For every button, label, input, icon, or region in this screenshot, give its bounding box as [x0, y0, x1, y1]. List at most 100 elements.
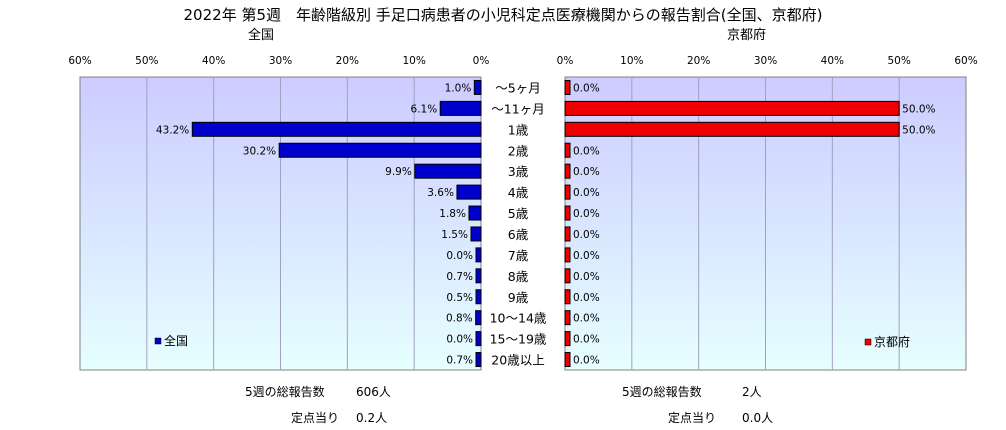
- chart-title: 2022年 第5週 年齢階級別 手足口病患者の小児科定点医療機関からの報告割合(…: [183, 6, 823, 24]
- kyoto-value-label: 0.0%: [573, 208, 600, 220]
- category-label: 15～19歳: [490, 332, 547, 347]
- kyoto-per-site-value: 0.0人: [742, 411, 774, 425]
- national-x-tick-label: 30%: [269, 55, 292, 67]
- kyoto-bar: [564, 310, 571, 326]
- kyoto-bar: [564, 184, 571, 200]
- kyoto-x-tick-label: 30%: [754, 55, 777, 67]
- national-bar: [278, 142, 482, 158]
- national-bar: [475, 289, 482, 305]
- national-x-tick-label: 10%: [402, 55, 425, 67]
- kyoto-value-label: 50.0%: [902, 103, 935, 115]
- kyoto-value-label: 0.0%: [573, 271, 600, 283]
- kyoto-value-label: 0.0%: [573, 250, 600, 262]
- bar-charts-svg: 60% 50% 40% 30% 20% 10% 0% 1.0% 6.1% 43.2% 30.2% 9.…: [68, 55, 978, 371]
- national-x-tick-label: 20%: [336, 55, 359, 67]
- kyoto-value-label: 0.0%: [573, 313, 600, 325]
- national-bar: [470, 226, 482, 242]
- kyoto-bar: [564, 121, 900, 137]
- national-x-tick-label: 50%: [135, 55, 158, 67]
- category-label: ～11ヶ月: [491, 101, 544, 116]
- kyoto-bar: [564, 331, 571, 347]
- national-value-label: 0.0%: [446, 334, 473, 346]
- kyoto-value-label: 0.0%: [573, 145, 600, 157]
- kyoto-bar: [564, 289, 571, 305]
- kyoto-bar: [564, 142, 571, 158]
- kyoto-bar: [564, 205, 571, 221]
- national-bar: [468, 205, 482, 221]
- kyoto-value-label: 0.0%: [573, 355, 600, 367]
- national-bar: [414, 163, 482, 179]
- right-chart-subtitle: 京都府: [727, 28, 767, 43]
- kyoto-x-tick-label: 0%: [557, 55, 574, 67]
- national-x-tick-label: 60%: [68, 55, 91, 67]
- kyoto-value-label: 0.0%: [573, 229, 600, 241]
- national-value-label: 43.2%: [156, 124, 189, 136]
- category-label: 8歳: [508, 269, 529, 284]
- national-value-label: 0.7%: [446, 355, 473, 367]
- kyoto-bar: [564, 247, 571, 263]
- category-label: 9歳: [508, 290, 529, 305]
- category-label: 20歳以上: [491, 353, 544, 368]
- kyoto-value-label: 0.0%: [573, 166, 600, 178]
- kyoto-x-tick-label: 50%: [887, 55, 910, 67]
- national-value-label: 1.8%: [439, 208, 466, 220]
- kyoto-value-label: 0.0%: [573, 82, 600, 94]
- national-per-site-label: 定点当り: [291, 411, 340, 425]
- national-per-site-value: 0.2人: [356, 411, 388, 425]
- national-bar: [475, 310, 482, 326]
- category-label: ～5ヶ月: [495, 80, 540, 95]
- national-legend-label: 全国: [164, 333, 188, 348]
- national-bar: [475, 268, 482, 284]
- kyoto-bar: [564, 163, 571, 179]
- category-label: 5歳: [508, 206, 529, 221]
- kyoto-bar: [564, 226, 571, 242]
- national-value-label: 30.2%: [243, 145, 276, 157]
- national-value-label: 1.5%: [441, 229, 468, 241]
- kyoto-legend-label: 京都府: [874, 334, 910, 349]
- national-x-tick-label: 40%: [202, 55, 225, 67]
- category-label: 6歳: [508, 227, 529, 242]
- national-bar: [191, 121, 482, 137]
- national-bar: [473, 79, 482, 95]
- kyoto-x-tick-label: 10%: [620, 55, 643, 67]
- national-value-label: 0.7%: [446, 271, 473, 283]
- kyoto-value-label: 0.0%: [573, 334, 600, 346]
- kyoto-value-label: 0.0%: [573, 292, 600, 304]
- category-label: 3歳: [508, 164, 529, 179]
- category-label: 10～14歳: [490, 311, 547, 326]
- national-value-label: 9.9%: [385, 166, 412, 178]
- left-chart-subtitle: 全国: [248, 28, 275, 43]
- kyoto-x-tick-label: 40%: [821, 55, 844, 67]
- national-x-tick-label: 0%: [473, 55, 490, 67]
- kyoto-x-tick-label: 60%: [954, 55, 977, 67]
- kyoto-total-value: 2人: [742, 385, 762, 399]
- kyoto-total-label: 5週の総報告数: [622, 385, 702, 399]
- national-value-label: 0.8%: [446, 313, 473, 325]
- national-bar: [475, 352, 482, 368]
- national-bar: [456, 184, 482, 200]
- national-value-label: 1.0%: [445, 82, 472, 94]
- category-label: 4歳: [508, 185, 529, 200]
- kyoto-bar: [564, 100, 900, 116]
- national-bar: [475, 247, 482, 263]
- category-label: 2歳: [508, 143, 529, 158]
- national-value-label: 6.1%: [411, 103, 438, 115]
- national-value-label: 3.6%: [427, 187, 454, 199]
- kyoto-bar: [564, 79, 571, 95]
- national-value-label: 0.0%: [446, 250, 473, 262]
- national-bar: [475, 331, 482, 347]
- kyoto-bar: [564, 352, 571, 368]
- kyoto-x-tick-label: 20%: [687, 55, 710, 67]
- kyoto-legend-swatch: [864, 338, 872, 346]
- national-bar: [439, 100, 482, 116]
- kyoto-bar: [564, 268, 571, 284]
- kyoto-value-label: 0.0%: [573, 187, 600, 199]
- kyoto-per-site-label: 定点当り: [668, 411, 717, 425]
- category-label: 7歳: [508, 248, 529, 263]
- national-legend-swatch: [154, 337, 162, 345]
- kyoto-value-label: 50.0%: [902, 124, 935, 136]
- category-label: 1歳: [508, 122, 529, 137]
- national-value-label: 0.5%: [446, 292, 473, 304]
- national-total-value: 606人: [356, 385, 391, 399]
